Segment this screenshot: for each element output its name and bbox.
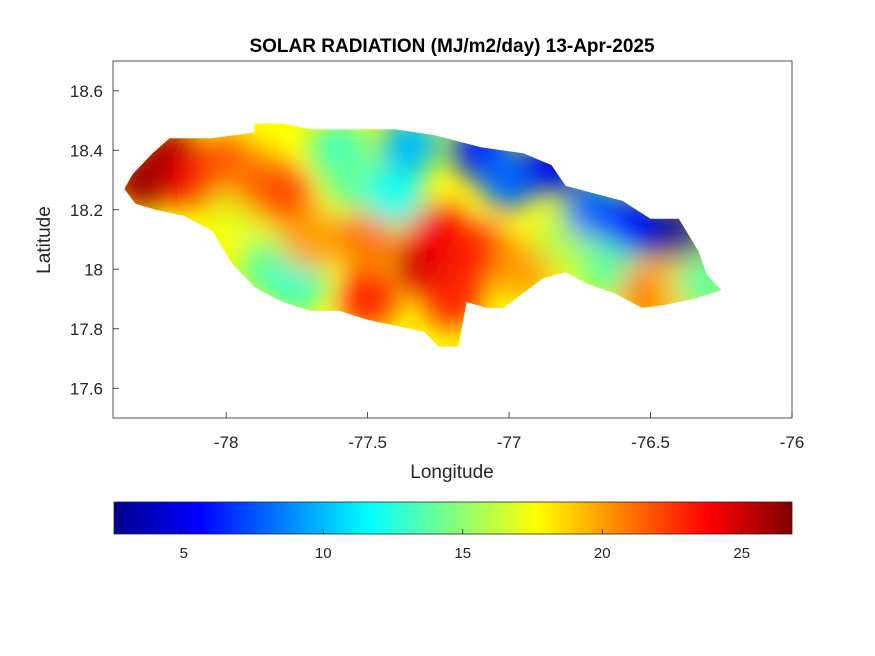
y-tick-label: 18.2 [70,201,103,220]
colorbar-tick-label: 20 [594,545,611,562]
x-tick-label: -76.5 [631,433,670,452]
colorbar-tick-label: 10 [315,545,332,562]
chart-title: SOLAR RADIATION (MJ/m2/day) 13-Apr-2025 [249,36,654,57]
y-tick-label: 18.4 [70,141,103,160]
colorbar-gradient [113,501,793,535]
y-tick-label: 18 [84,260,103,279]
heat-point-6 [252,164,313,225]
heat-point-31 [677,254,722,315]
y-tick-label: 18.6 [70,82,103,101]
colorbar-tick-label: 15 [454,545,471,562]
heat-point-13 [337,269,398,329]
y-tick-label: 17.6 [70,379,103,398]
x-tick-label: -77 [497,433,522,452]
heat-point-14 [365,164,426,225]
y-axis-ticks: 17.6 17.8 18 18.2 18.4 18.6 [70,82,119,398]
colorbar-ticks: 5 10 15 20 25 [180,529,750,562]
x-axis-ticks: -78 -77.5 -77 -76.5 -76 [214,412,804,452]
colorbar-tick-label: 5 [180,545,188,562]
y-axis-label: Latitude [34,206,55,274]
x-tick-label: -77.5 [348,433,387,452]
heat-point-12 [337,209,398,270]
y-tick-label: 17.8 [70,320,103,339]
x-tick-label: -76 [780,433,805,452]
colorbar-tick-label: 25 [733,545,750,562]
heat-point-9 [281,209,341,270]
x-axis-label: Longitude [410,462,493,483]
x-tick-label: -78 [214,433,239,452]
colorbar: 5 10 15 20 25 [113,501,793,562]
